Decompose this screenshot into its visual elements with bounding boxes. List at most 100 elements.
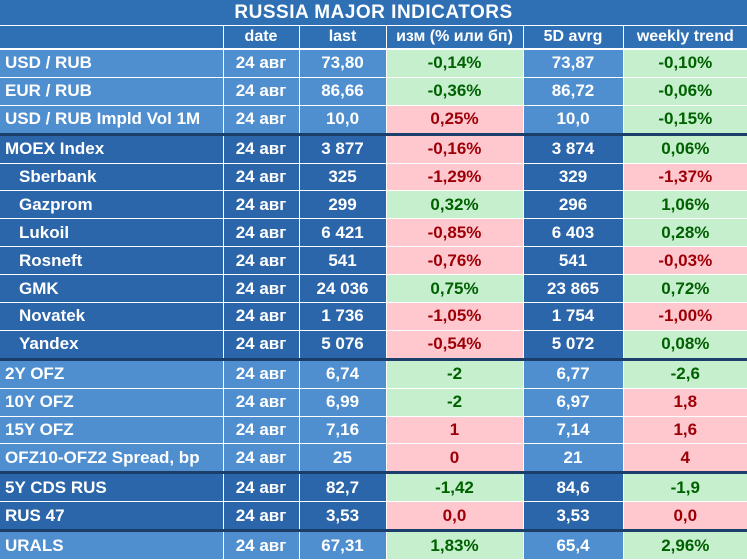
row-5d-avg: 73,87: [523, 49, 624, 78]
row-name: EUR / RUB: [0, 77, 224, 106]
table-row: 2Y OFZ 24 авг 6,74 -2 6,77 -2,6: [0, 357, 747, 389]
row-name: URALS: [0, 529, 224, 560]
row-last-value: 5 076: [299, 330, 387, 360]
table-row: 15Y OFZ 24 авг 7,16 1 7,14 1,6: [0, 416, 747, 445]
row-weekly-trend: 1,6: [623, 416, 747, 445]
row-5d-avg: 21: [523, 443, 624, 474]
row-date: 24 авг: [223, 105, 300, 135]
row-last-value: 299: [299, 190, 387, 220]
table-row: Yandex 24 авг 5 076 -0,54% 5 072 0,08%: [0, 330, 747, 360]
table-row: EUR / RUB 24 авг 86,66 -0,36% 86,72 -0,06%: [0, 77, 747, 106]
row-date: 24 авг: [223, 416, 300, 445]
row-name: OFZ10-OFZ2 Spread, bp: [0, 443, 224, 474]
row-change: -0,76%: [386, 246, 524, 276]
table-row: GMK 24 авг 24 036 0,75% 23 865 0,72%: [0, 274, 747, 304]
row-5d-avg: 541: [523, 246, 624, 276]
row-weekly-trend: -0,15%: [623, 105, 747, 135]
row-date: 24 авг: [223, 246, 300, 276]
table-row: RUS 47 24 авг 3,53 0,0 3,53 0,0: [0, 501, 747, 532]
row-last-value: 82,7: [299, 471, 387, 503]
row-name: Gazprom: [0, 190, 224, 220]
row-date: 24 авг: [223, 163, 300, 192]
row-5d-avg: 5 072: [523, 330, 624, 360]
header-5d-avg: 5D avrg: [523, 25, 624, 50]
table-row: Sberbank 24 авг 325 -1,29% 329 -1,37%: [0, 163, 747, 192]
row-name: Novatek: [0, 302, 224, 331]
row-last-value: 1 736: [299, 302, 387, 331]
row-weekly-trend: 0,08%: [623, 330, 747, 360]
header-weekly-trend: weekly trend: [623, 25, 747, 50]
row-change: -1,42: [386, 471, 524, 503]
row-5d-avg: 23 865: [523, 274, 624, 304]
table-row: Lukoil 24 авг 6 421 -0,85% 6 403 0,28%: [0, 218, 747, 248]
table-row: 5Y CDS RUS 24 авг 82,7 -1,42 84,6 -1,9: [0, 471, 747, 503]
row-5d-avg: 6,97: [523, 388, 624, 417]
row-date: 24 авг: [223, 132, 300, 164]
row-weekly-trend: -0,10%: [623, 49, 747, 78]
row-change: 0,32%: [386, 190, 524, 220]
row-name: GMK: [0, 274, 224, 304]
row-last-value: 541: [299, 246, 387, 276]
table-row: 10Y OFZ 24 авг 6,99 -2 6,97 1,8: [0, 388, 747, 417]
row-name: Rosneft: [0, 246, 224, 276]
row-name: USD / RUB Impld Vol 1M: [0, 105, 224, 135]
row-last-value: 86,66: [299, 77, 387, 106]
row-name: 5Y CDS RUS: [0, 471, 224, 503]
row-last-value: 73,80: [299, 49, 387, 78]
row-5d-avg: 1 754: [523, 302, 624, 331]
row-weekly-trend: -2,6: [623, 357, 747, 389]
row-date: 24 авг: [223, 357, 300, 389]
row-name: RUS 47: [0, 501, 224, 532]
row-weekly-trend: 4: [623, 443, 747, 474]
header-name: [0, 25, 224, 50]
row-last-value: 24 036: [299, 274, 387, 304]
table-row: OFZ10-OFZ2 Spread, bp 24 авг 25 0 21 4: [0, 443, 747, 474]
row-date: 24 авг: [223, 77, 300, 106]
row-5d-avg: 296: [523, 190, 624, 220]
row-date: 24 авг: [223, 330, 300, 360]
row-weekly-trend: -0,03%: [623, 246, 747, 276]
row-last-value: 3,53: [299, 501, 387, 532]
header-change: изм (% или бп): [386, 25, 524, 50]
row-change: -0,54%: [386, 330, 524, 360]
row-last-value: 10,0: [299, 105, 387, 135]
row-name: 15Y OFZ: [0, 416, 224, 445]
row-weekly-trend: 1,06%: [623, 190, 747, 220]
row-5d-avg: 65,4: [523, 529, 624, 560]
row-name: Sberbank: [0, 163, 224, 192]
row-5d-avg: 84,6: [523, 471, 624, 503]
table-row: URALS 24 авг 67,31 1,83% 65,4 2,96%: [0, 529, 747, 560]
row-date: 24 авг: [223, 218, 300, 248]
row-name: Yandex: [0, 330, 224, 360]
row-change: 1,83%: [386, 529, 524, 560]
row-last-value: 6 421: [299, 218, 387, 248]
row-last-value: 25: [299, 443, 387, 474]
row-5d-avg: 3 874: [523, 132, 624, 164]
title-row: RUSSIA MAJOR INDICATORS: [0, 0, 747, 26]
row-change: 1: [386, 416, 524, 445]
row-last-value: 6,99: [299, 388, 387, 417]
row-weekly-trend: -0,06%: [623, 77, 747, 106]
row-weekly-trend: 1,8: [623, 388, 747, 417]
row-name: USD / RUB: [0, 49, 224, 78]
row-date: 24 авг: [223, 471, 300, 503]
row-weekly-trend: 0,72%: [623, 274, 747, 304]
row-weekly-trend: -1,37%: [623, 163, 747, 192]
row-last-value: 67,31: [299, 529, 387, 560]
table-row: Gazprom 24 авг 299 0,32% 296 1,06%: [0, 190, 747, 220]
row-change: -1,05%: [386, 302, 524, 331]
row-weekly-trend: -1,00%: [623, 302, 747, 331]
row-change: -2: [386, 388, 524, 417]
row-name: 2Y OFZ: [0, 357, 224, 389]
row-5d-avg: 6,77: [523, 357, 624, 389]
row-last-value: 7,16: [299, 416, 387, 445]
row-5d-avg: 3,53: [523, 501, 624, 532]
row-name: Lukoil: [0, 218, 224, 248]
row-change: 0,25%: [386, 105, 524, 135]
row-5d-avg: 329: [523, 163, 624, 192]
row-5d-avg: 6 403: [523, 218, 624, 248]
row-5d-avg: 7,14: [523, 416, 624, 445]
row-5d-avg: 10,0: [523, 105, 624, 135]
